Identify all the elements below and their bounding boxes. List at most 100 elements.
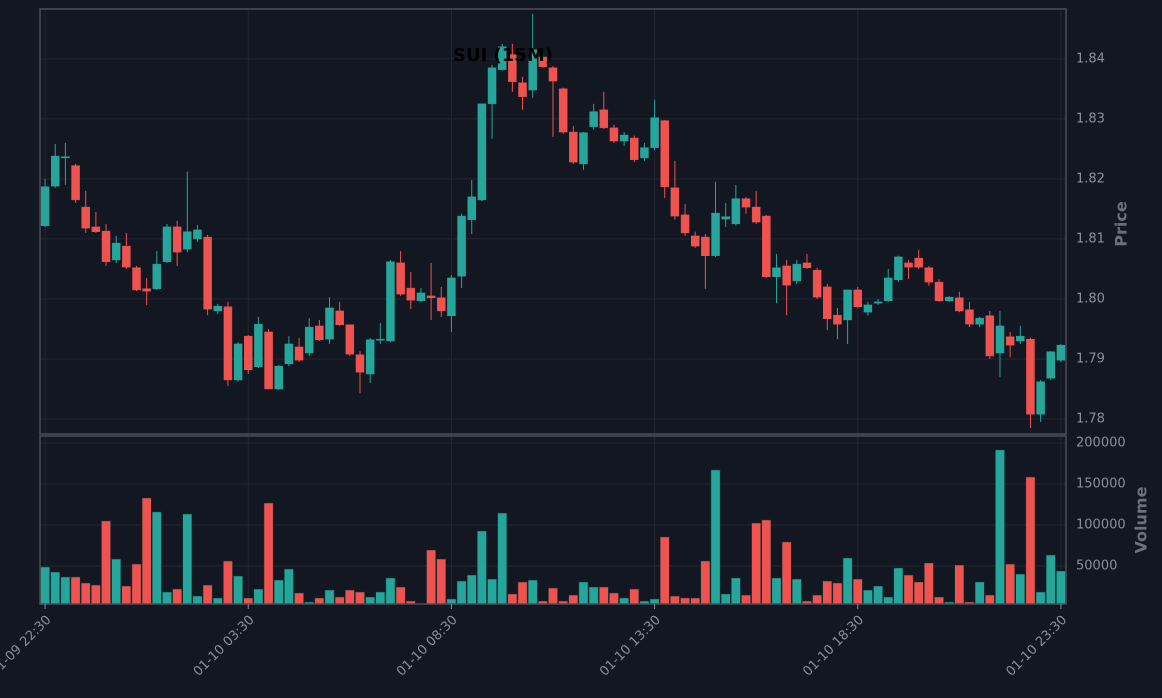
volume-bar <box>873 586 882 604</box>
volume-bar <box>508 594 517 604</box>
candle-body <box>254 324 262 367</box>
candle-body <box>783 266 791 285</box>
candle-body <box>1037 382 1045 414</box>
candle-body <box>854 290 862 307</box>
volume-bar <box>833 583 842 604</box>
volume-bar <box>660 537 669 604</box>
candle-body <box>712 213 720 256</box>
volume-bar <box>386 578 395 604</box>
candle-body <box>976 318 984 324</box>
volume-bar <box>741 595 750 604</box>
y-tick-label: 200000 <box>1076 435 1126 450</box>
candle-body <box>315 326 323 340</box>
y-tick-label: 1.80 <box>1076 291 1105 306</box>
candle-body <box>346 325 354 354</box>
candle-body <box>640 148 648 158</box>
candle-body <box>1047 352 1055 378</box>
candle-body <box>285 344 293 364</box>
candle-body <box>1057 345 1065 360</box>
volume-bar <box>234 576 243 604</box>
y-tick-label: 150000 <box>1076 476 1126 491</box>
volume-bar <box>620 598 629 604</box>
volume-bar <box>254 589 263 604</box>
candle-body <box>397 263 405 294</box>
chart-title: SUI (15M) <box>453 45 553 66</box>
volume-bar <box>569 595 578 604</box>
volume-bar <box>203 585 212 604</box>
volume-bar <box>1016 574 1025 604</box>
candle-body <box>133 268 141 290</box>
volume-bar <box>813 595 822 604</box>
candle-body <box>762 216 770 277</box>
volume-bar <box>1006 564 1015 604</box>
volume-bar <box>345 590 354 604</box>
candle-body <box>478 104 486 200</box>
volume-bar <box>477 531 486 604</box>
candle-body <box>61 157 69 158</box>
candle-body <box>122 246 130 267</box>
volume-bar <box>650 599 659 604</box>
candle-body <box>51 156 59 186</box>
volume-bar <box>884 597 893 604</box>
volume-bar <box>91 585 100 604</box>
candle-body <box>651 118 659 148</box>
volume-bar <box>274 580 283 604</box>
volume-bar <box>904 575 913 604</box>
candle-body <box>163 227 171 262</box>
volume-bar <box>41 567 50 604</box>
volume-bar <box>772 578 781 604</box>
volume-bar <box>853 579 862 604</box>
volume-bar <box>721 594 730 604</box>
candle-body <box>72 166 80 200</box>
candle-body <box>681 215 689 233</box>
candle-body <box>935 282 943 301</box>
candle-body <box>447 278 455 316</box>
volume-bar <box>71 577 80 604</box>
candle-body <box>844 290 852 320</box>
volume-bar <box>498 513 507 604</box>
volume-bar <box>609 593 618 604</box>
candle-body <box>407 288 415 300</box>
volume-bar <box>518 582 527 604</box>
candle-body <box>742 199 750 207</box>
candle-body <box>1026 339 1034 414</box>
candle-body <box>955 298 963 311</box>
volume-bar <box>843 558 852 604</box>
volume-axis-label: Volume <box>1132 486 1151 553</box>
candle-body <box>965 310 973 324</box>
volume-bar <box>752 523 761 604</box>
y-tick-label: 1.83 <box>1076 111 1105 126</box>
volume-bar <box>975 582 984 604</box>
y-tick-label: 1.79 <box>1076 351 1105 366</box>
volume-bar <box>152 512 161 604</box>
volume-bar <box>264 503 273 604</box>
candle-body <box>864 305 872 312</box>
volume-bar <box>427 550 436 604</box>
volume-bar <box>955 565 964 604</box>
volume-bar <box>731 578 740 604</box>
candle-body <box>153 264 161 289</box>
volume-bar <box>589 587 598 604</box>
volume-bar <box>244 598 253 604</box>
candle-body <box>884 278 892 301</box>
candle-body <box>894 257 902 280</box>
candle-body <box>427 296 435 298</box>
volume-bar <box>376 592 385 604</box>
volume-bar <box>1046 555 1055 604</box>
volume-bar <box>81 583 90 604</box>
volume-bar <box>467 575 476 604</box>
volume-bar <box>762 520 771 604</box>
candle-body <box>722 217 730 219</box>
volume-bar <box>132 564 141 604</box>
candle-body <box>458 216 466 276</box>
candle-body <box>366 340 374 374</box>
volume-bar <box>447 599 456 604</box>
candle-body <box>386 262 394 341</box>
candle-body <box>823 287 831 319</box>
candle-body <box>193 230 201 239</box>
candle-body <box>701 237 709 256</box>
volume-bar <box>223 561 232 604</box>
volume-bar <box>1056 571 1065 604</box>
volume-bar <box>630 589 639 604</box>
